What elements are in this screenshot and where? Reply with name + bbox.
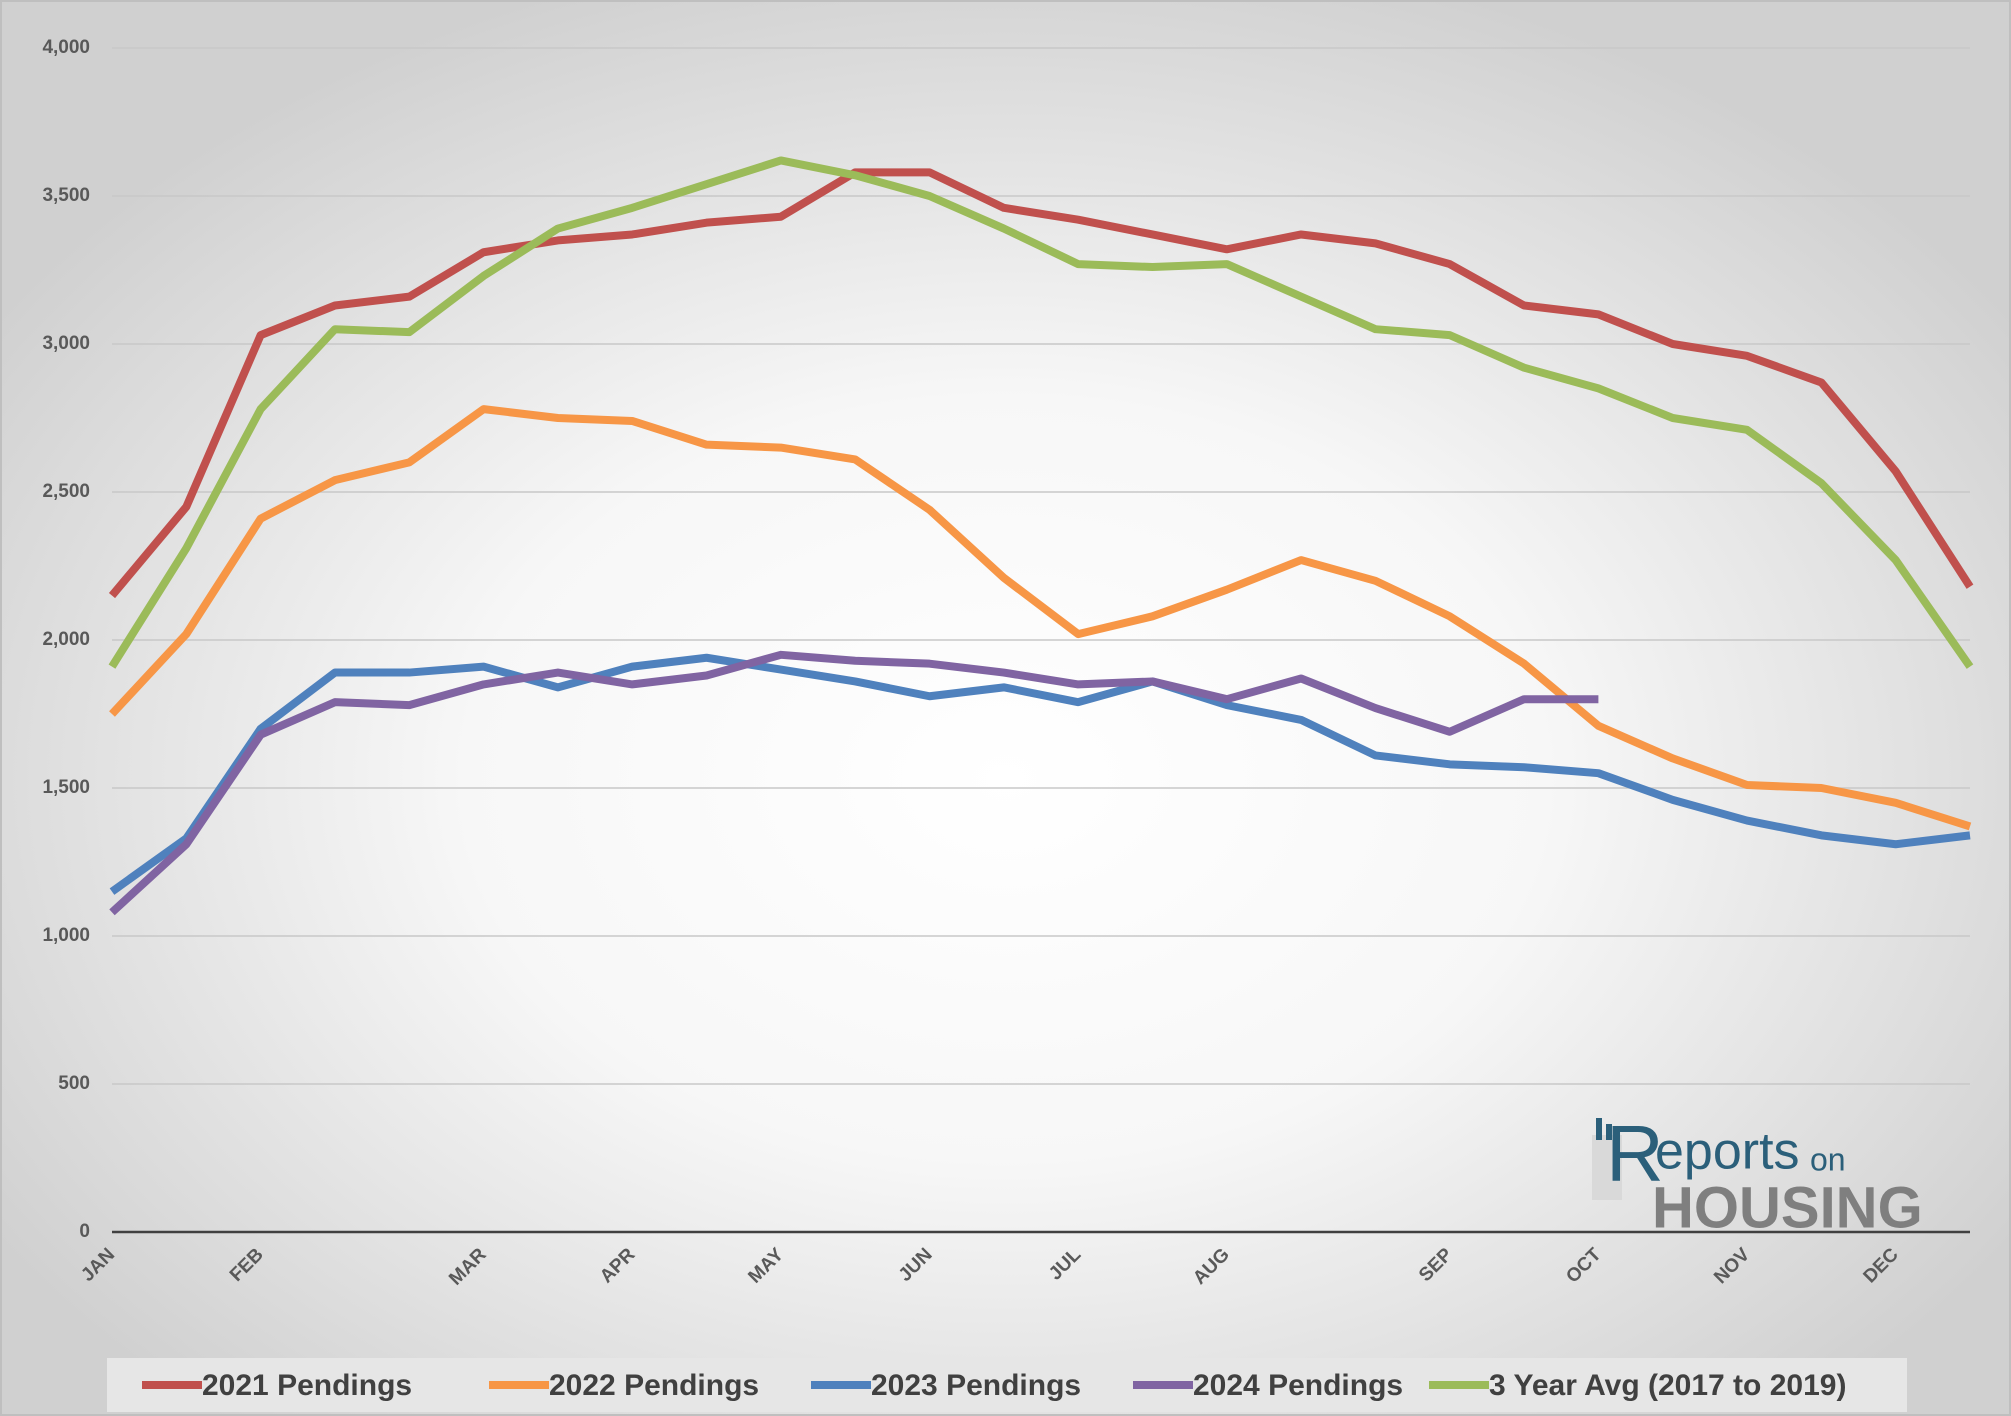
logo-reports: eports bbox=[1655, 1123, 1800, 1181]
logo-block bbox=[1592, 1135, 1622, 1200]
legend-label: 2022 Pendings bbox=[549, 1369, 759, 1402]
y-tick-label: 0 bbox=[79, 1221, 90, 1242]
y-tick-label: 3,000 bbox=[42, 333, 90, 354]
legend-label: 2021 Pendings bbox=[202, 1369, 412, 1402]
logo-r: R bbox=[1606, 1109, 1664, 1198]
y-tick-label: 3,500 bbox=[42, 185, 90, 206]
logo: R eports on HOUSING bbox=[1592, 1109, 1923, 1240]
legend-label: 2024 Pendings bbox=[1193, 1369, 1403, 1402]
y-tick-label: 2,000 bbox=[42, 629, 90, 650]
y-tick-label: 1,000 bbox=[42, 925, 90, 946]
y-tick-label: 1,500 bbox=[42, 777, 90, 798]
y-tick-label: 2,500 bbox=[42, 481, 90, 502]
series-line bbox=[108, 156, 1974, 669]
y-tick-label: 4,000 bbox=[42, 37, 90, 58]
lines bbox=[108, 156, 1974, 916]
logo-housing: HOUSING bbox=[1652, 1175, 1923, 1240]
logo-bar bbox=[1606, 1124, 1612, 1140]
legend-box bbox=[107, 1358, 1907, 1412]
y-tick-label: 500 bbox=[58, 1073, 90, 1094]
series-line bbox=[109, 650, 1599, 916]
legend: 2021 Pendings 2022 Pendings 2023 Pendings 2… bbox=[142, 1369, 1846, 1402]
logo-on: on bbox=[1810, 1141, 1846, 1177]
legend-label: 3 Year Avg (2017 to 2019) bbox=[1489, 1369, 1846, 1402]
series-line bbox=[108, 168, 1974, 599]
series-line bbox=[109, 405, 1972, 831]
legend-label: 2023 Pendings bbox=[871, 1369, 1081, 1402]
logo-bar bbox=[1596, 1118, 1602, 1140]
series-line bbox=[109, 653, 1971, 895]
